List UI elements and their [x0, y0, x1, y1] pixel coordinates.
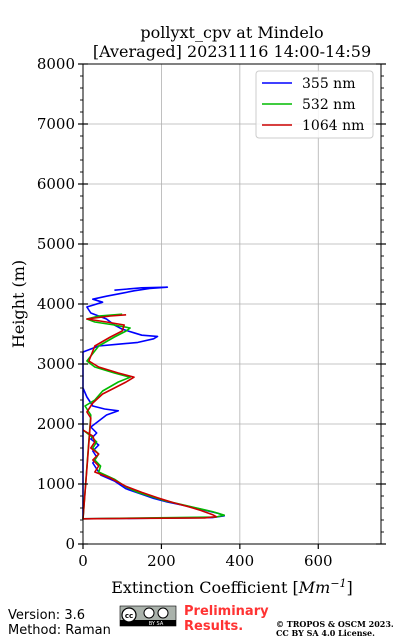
preliminary-text-line2: Results. [184, 619, 243, 634]
y-tick-label: 0 [65, 535, 75, 553]
license-badge-text: BY SA [149, 621, 164, 627]
cc-by-sa-icon: cc BY SA [119, 605, 177, 627]
copyright-line1: © TROPOS & OSCM 2023. [276, 619, 394, 629]
legend: 355 nm 532 nm 1064 nm [255, 70, 374, 139]
legend-label-1064: 1064 nm [302, 118, 364, 134]
preliminary-text-line1: Preliminary [184, 604, 269, 619]
y-tick-label: 1000 [37, 475, 75, 493]
x-tick-label: 400 [226, 552, 255, 570]
y-tick-label: 5000 [37, 235, 75, 253]
method-text: Method: Raman [8, 623, 111, 638]
legend-label-532: 532 nm [302, 97, 355, 113]
y-tick-label: 2000 [37, 415, 75, 433]
y-tick-label: 4000 [37, 295, 75, 313]
y-tick-label: 8000 [37, 55, 75, 73]
x-axis-label-unit: Mm [298, 578, 331, 597]
x-axis-label: Extinction Coefficient [Mm−1] [111, 577, 353, 597]
chart-title-line1: pollyxt_cpv at Mindelo [140, 23, 323, 42]
chart-title-line2: [Averaged] 20231116 14:00-14:59 [93, 42, 371, 61]
x-tick-label: 600 [304, 552, 333, 570]
y-tick-label: 7000 [37, 115, 75, 133]
y-axis-label: Height (m) [9, 260, 28, 348]
version-text: Version: 3.6 [8, 608, 85, 623]
x-tick-label: 200 [147, 552, 176, 570]
plot-frame [82, 63, 382, 545]
axis-ticks: 0 1000 2000 3000 4000 5000 6000 7000 8000 0 200 400… [37, 55, 386, 570]
x-axis-label-close: ] [347, 578, 353, 597]
x-tick-label: 0 [78, 552, 88, 570]
x-axis-label-text: Extinction Coefficient [ [111, 578, 299, 597]
legend-box [255, 70, 374, 139]
legend-label-355: 355 nm [302, 76, 355, 92]
copyright-line2: CC BY SA 4.0 License. [276, 628, 375, 638]
x-axis-label-exp: −1 [330, 577, 346, 590]
svg-text:cc: cc [125, 612, 133, 620]
y-tick-label: 6000 [37, 175, 75, 193]
y-tick-label: 3000 [37, 355, 75, 373]
